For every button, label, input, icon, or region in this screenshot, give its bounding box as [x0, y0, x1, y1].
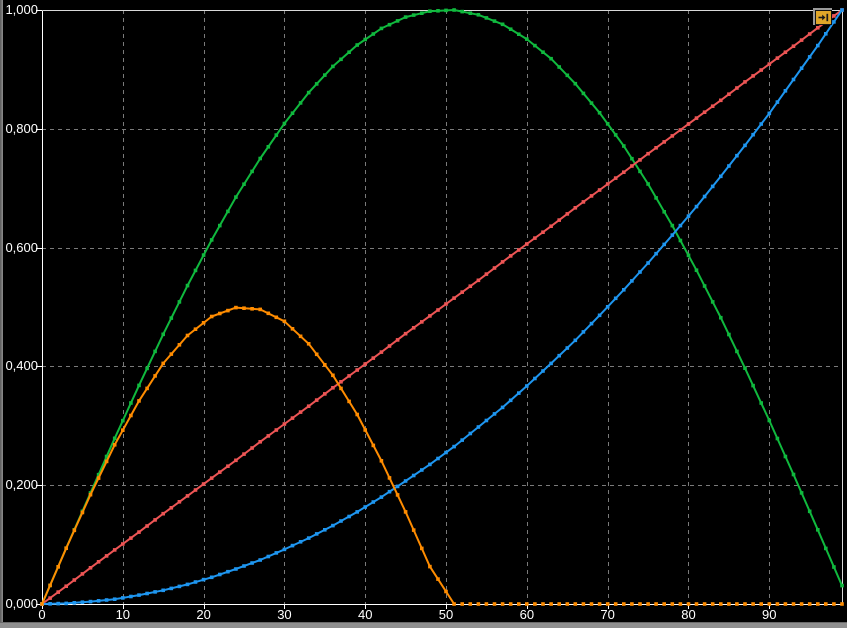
scroll-to-end-button[interactable] [813, 8, 832, 25]
x-tick-label: 70 [600, 607, 615, 622]
x-tick-label: 20 [196, 607, 211, 622]
x-tick-label: 30 [277, 607, 292, 622]
x-tick-label: 40 [357, 607, 373, 622]
scroll-to-end-button-face[interactable] [815, 10, 832, 25]
series-linear-ramp [40, 8, 844, 606]
x-tick-label: 60 [519, 607, 535, 622]
series-quadratic-curve [40, 8, 844, 606]
x-tick-label: 90 [762, 607, 777, 622]
y-tick-label: 0,800 [5, 120, 38, 136]
y-tick-label: 0,400 [5, 358, 38, 374]
x-tick-label: 0 [38, 607, 46, 622]
y-tick-label: 1,000 [5, 2, 38, 17]
x-tick-label: 50 [438, 607, 454, 622]
x-tick-label: 10 [115, 607, 131, 622]
y-tick-label: 0,000 [5, 596, 38, 611]
series-half-sine-wave [40, 8, 844, 606]
y-tick-label: 0,200 [5, 477, 38, 493]
window-edge-left [0, 0, 3, 628]
arrow-to-end-icon [818, 13, 829, 22]
tick-marks [36, 10, 770, 609]
window-edge-bottom [0, 622, 847, 628]
x-tick-label: 80 [681, 607, 696, 622]
y-tick-label: 0,600 [5, 239, 38, 255]
series-clamped-half-sine [40, 305, 844, 606]
